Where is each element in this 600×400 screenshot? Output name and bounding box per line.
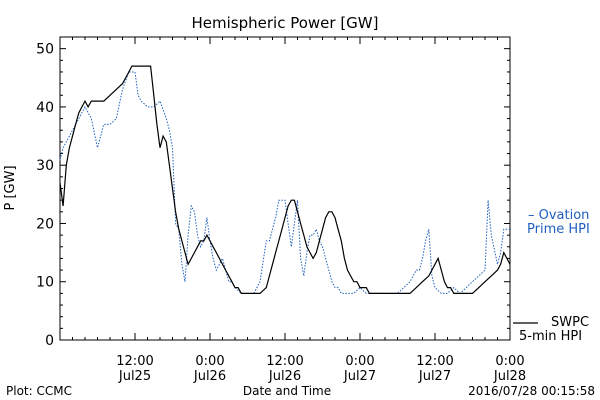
y-tick-label: 40	[36, 100, 54, 116]
y-tick-label: 50	[36, 42, 54, 58]
y-tick-label: 20	[36, 216, 54, 232]
series-line-swpc	[59, 65, 511, 294]
plot-frame	[59, 36, 511, 341]
legend-swpc-line1: SWPC	[551, 315, 589, 330]
legend-ovation-line1: – Ovation	[528, 208, 589, 223]
y-tick-label: 30	[36, 158, 54, 174]
y-tick-label: 0	[45, 333, 54, 349]
x-axis-label: Date and Time	[243, 384, 331, 398]
x-tick-time-label: 0:00	[195, 354, 224, 369]
x-tick-time-label: 12:00	[416, 354, 453, 369]
x-axis-ticks: 12:00Jul250:00Jul2612:00Jul260:00Jul2712…	[59, 37, 526, 384]
x-tick-date-label: Jul25	[118, 369, 151, 384]
x-tick-date-label: Jul27	[418, 369, 451, 384]
y-tick-label: 10	[36, 275, 54, 291]
x-tick-time-label: 12:00	[266, 354, 303, 369]
chart-title: Hemispheric Power [GW]	[192, 14, 379, 32]
x-tick-time-label: 0:00	[345, 354, 374, 369]
x-tick-date-label: Jul27	[343, 369, 376, 384]
legend-ovation-line2: Prime HPI	[527, 222, 590, 237]
x-tick-date-label: Jul26	[193, 369, 226, 384]
y-axis-ticks: 0 10 20 30 40 50	[36, 42, 510, 349]
x-tick-time-label: 12:00	[116, 354, 153, 369]
plot-credit: Plot: CCMC	[6, 384, 72, 398]
y-axis-label: P [GW]	[3, 165, 18, 210]
x-tick-date-label: Jul26	[268, 369, 301, 384]
plot-timestamp: 2016/07/28 00:15:58	[468, 384, 595, 398]
legend-swpc-line2: 5-min HPI	[519, 329, 582, 344]
x-tick-time-label: 0:00	[495, 354, 524, 369]
x-tick-date-label: Jul28	[493, 369, 526, 384]
series-line-ovation-prime	[59, 71, 510, 295]
